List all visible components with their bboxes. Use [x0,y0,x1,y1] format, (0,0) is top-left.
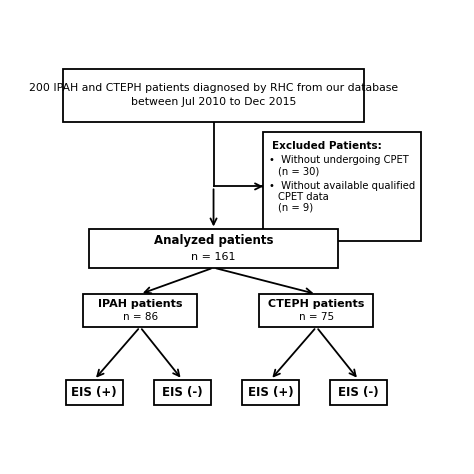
Text: •  Without available qualified: • Without available qualified [269,181,415,191]
Text: Analyzed patients: Analyzed patients [154,234,273,247]
Text: EIS (+): EIS (+) [247,386,293,399]
Text: (n = 9): (n = 9) [278,203,313,213]
FancyBboxPatch shape [330,380,387,405]
FancyBboxPatch shape [242,380,299,405]
Text: EIS (+): EIS (+) [71,386,117,399]
Text: CTEPH patients: CTEPH patients [268,299,365,309]
Text: (n = 30): (n = 30) [278,166,319,176]
Text: n = 86: n = 86 [122,312,158,322]
Text: •  Without undergoing CPET: • Without undergoing CPET [269,155,409,165]
FancyBboxPatch shape [89,229,338,268]
FancyBboxPatch shape [154,380,211,405]
Text: EIS (-): EIS (-) [338,386,379,399]
FancyBboxPatch shape [63,69,364,122]
Text: IPAH patients: IPAH patients [98,299,182,309]
FancyBboxPatch shape [259,294,374,327]
Text: n = 75: n = 75 [299,312,334,322]
FancyBboxPatch shape [83,294,197,327]
FancyBboxPatch shape [66,380,123,405]
Text: EIS (-): EIS (-) [162,386,202,399]
Text: CPET data: CPET data [278,192,328,202]
Text: n = 161: n = 161 [191,252,236,262]
Text: Excluded Patients:: Excluded Patients: [272,141,382,151]
Text: 200 IPAH and CTEPH patients diagnosed by RHC from our database
between Jul 2010 : 200 IPAH and CTEPH patients diagnosed by… [29,83,398,107]
FancyBboxPatch shape [263,132,421,241]
